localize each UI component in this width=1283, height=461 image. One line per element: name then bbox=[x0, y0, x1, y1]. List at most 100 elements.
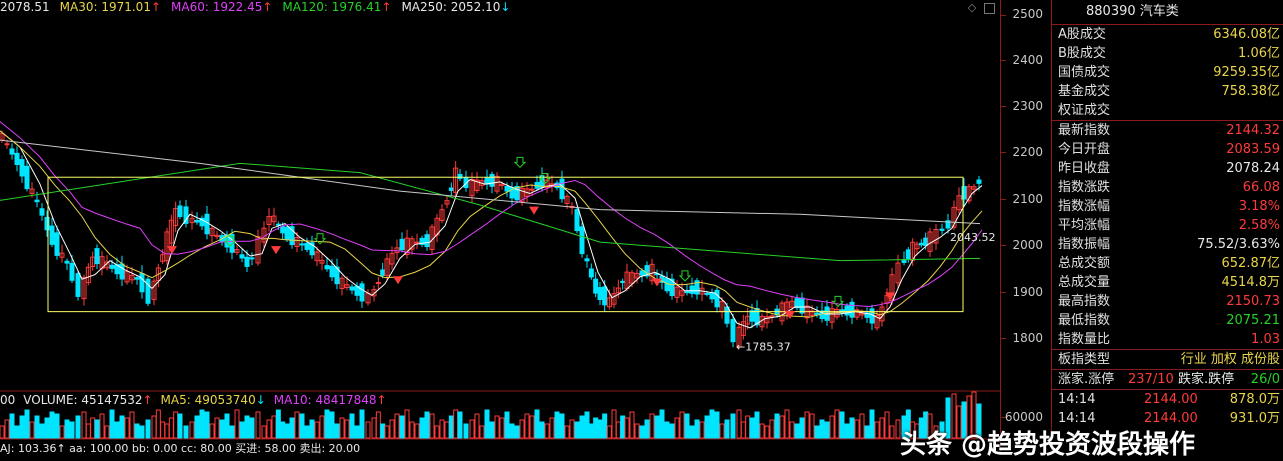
volume-bar bbox=[151, 415, 157, 439]
panel-row-label: 最高指数 bbox=[1058, 294, 1111, 309]
candle-body bbox=[414, 241, 420, 244]
volume-bar bbox=[209, 423, 215, 439]
volume-bar bbox=[249, 417, 255, 439]
volume-tick bbox=[1001, 417, 1006, 418]
ma120-line bbox=[0, 162, 981, 262]
candle-body bbox=[895, 262, 901, 284]
candle-body bbox=[194, 219, 200, 223]
candle-body bbox=[134, 277, 140, 280]
vol-ma10-label-text: MA10: bbox=[273, 393, 312, 407]
volume-bar bbox=[399, 415, 405, 439]
volume-bar bbox=[814, 425, 820, 439]
volume-bar bbox=[284, 423, 290, 439]
volume-label: 60000 bbox=[1004, 410, 1043, 424]
volume-bar bbox=[266, 419, 272, 439]
volume-bar bbox=[489, 421, 495, 439]
candle-body bbox=[674, 286, 680, 298]
volume-bar bbox=[961, 401, 967, 439]
candle-body bbox=[375, 282, 381, 285]
candle-body bbox=[754, 308, 760, 326]
volume-bar bbox=[624, 417, 630, 439]
candle-body bbox=[334, 266, 340, 285]
volume-bar bbox=[544, 423, 550, 439]
candle-body bbox=[439, 209, 445, 221]
sell-signal-icon bbox=[223, 235, 237, 247]
volume-bar bbox=[145, 419, 151, 439]
maximize-icon[interactable] bbox=[984, 3, 995, 14]
volume-bar bbox=[927, 413, 933, 439]
volume-bar bbox=[234, 409, 240, 439]
candle-body bbox=[94, 248, 100, 265]
candle-body bbox=[404, 237, 410, 255]
restore-icon[interactable]: ◇ bbox=[967, 1, 977, 14]
volume-bar bbox=[4, 419, 10, 439]
volume-bar bbox=[849, 417, 855, 439]
volume-bar bbox=[49, 411, 55, 439]
volume-bar bbox=[54, 413, 60, 439]
candle-body bbox=[44, 216, 50, 231]
candle-body bbox=[384, 258, 390, 276]
ma60-label: MA60: 1922.45↑ bbox=[171, 0, 272, 14]
volume-bar bbox=[951, 393, 957, 439]
candle-body bbox=[966, 186, 972, 202]
volume-bar bbox=[874, 421, 880, 439]
volume-bar bbox=[976, 403, 982, 439]
candle-body bbox=[844, 305, 850, 316]
volume-bar bbox=[834, 409, 840, 439]
candle-body bbox=[559, 178, 565, 200]
panel-row: 基金成交 758.38亿 bbox=[1052, 82, 1283, 101]
volume-bar bbox=[611, 409, 617, 439]
candle-body bbox=[64, 260, 70, 264]
panel-row-value: 3.18% bbox=[1238, 199, 1280, 214]
price-label: 1900 bbox=[1012, 285, 1043, 299]
volume-bar bbox=[829, 415, 835, 439]
candle-body bbox=[314, 251, 320, 262]
candle-body bbox=[724, 306, 730, 324]
volume-bar bbox=[289, 417, 295, 439]
candle-body bbox=[294, 237, 300, 247]
limit-down-label: 跌家.跌停 bbox=[1178, 372, 1235, 387]
kline-chart[interactable]: ←1785.37 2043.52 bbox=[0, 0, 1000, 452]
ma60-value: 1922.45 bbox=[212, 0, 263, 14]
candle-body bbox=[54, 232, 60, 256]
volume-bar bbox=[597, 419, 603, 439]
volume-bar bbox=[524, 413, 530, 439]
candle-body bbox=[275, 223, 281, 226]
candle-body bbox=[730, 319, 736, 343]
volume-bar bbox=[945, 397, 951, 439]
type-value[interactable]: 行业 加权 成份股 bbox=[1180, 352, 1280, 367]
candle-body bbox=[349, 286, 355, 291]
volume-bar bbox=[104, 425, 110, 439]
candle-body bbox=[339, 277, 345, 289]
candle-body bbox=[409, 238, 415, 250]
panel-row-label: A股成交 bbox=[1058, 27, 1106, 42]
candle-body bbox=[579, 226, 585, 255]
volume-bar bbox=[629, 411, 635, 439]
candle-body bbox=[615, 287, 621, 294]
panel-row: 平均涨幅 2.58% bbox=[1052, 216, 1283, 235]
volume-bar bbox=[966, 395, 972, 439]
volume-bar bbox=[394, 413, 400, 439]
volume-bar bbox=[819, 419, 825, 439]
volume-bar bbox=[380, 423, 386, 439]
volume-bar bbox=[694, 419, 700, 439]
candle-body bbox=[453, 167, 459, 193]
candle-body bbox=[714, 289, 720, 308]
volume-bar bbox=[574, 421, 580, 439]
volume-bar bbox=[160, 421, 166, 439]
candle-body bbox=[34, 199, 40, 203]
index-name: 汽车类 bbox=[1139, 4, 1179, 19]
panel-row-label: 权证成交 bbox=[1058, 103, 1111, 118]
volume-bar bbox=[704, 415, 710, 439]
ma30-value: 1971.01 bbox=[101, 0, 151, 14]
kline-chart-area[interactable]: ←1785.37 2043.52 2078.51 MA30: 1971.01↑ MA6… bbox=[0, 0, 1000, 455]
candle-body bbox=[597, 287, 603, 301]
price-label: 2200 bbox=[1012, 145, 1043, 159]
buy-signal-icon bbox=[885, 292, 895, 301]
candle-body bbox=[709, 292, 715, 300]
candle-body bbox=[849, 301, 855, 318]
ma250-line bbox=[0, 139, 981, 225]
candle-body bbox=[304, 242, 310, 250]
ma250-label: MA250: 2052.10↓ bbox=[401, 0, 510, 14]
volume-bar bbox=[214, 417, 220, 439]
